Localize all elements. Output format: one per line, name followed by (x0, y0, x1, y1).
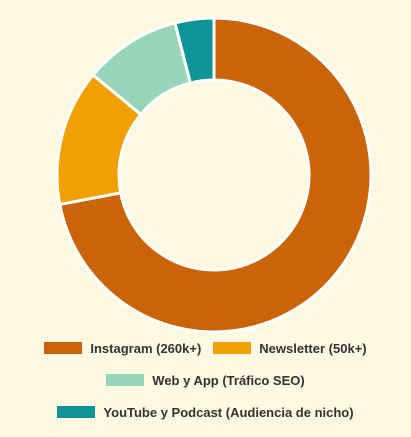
legend-swatch (106, 374, 145, 386)
legend-item[interactable]: Web y App (Tráfico SEO) (106, 372, 305, 388)
legend-label: Instagram (260k+) (90, 340, 202, 356)
legend-swatch (213, 342, 252, 354)
legend-label: Newsletter (50k+) (259, 340, 367, 356)
legend-item[interactable]: YouTube y Podcast (Audiencia de nicho) (57, 404, 354, 420)
legend: Instagram (260k+) Newsletter (50k+) Web y … (0, 340, 411, 420)
legend-item[interactable]: Instagram (260k+) (44, 340, 201, 356)
slice (173, 16, 216, 85)
legend-swatch (57, 406, 96, 418)
chart (55, 16, 373, 334)
legend-swatch (44, 342, 83, 354)
slice (58, 16, 373, 334)
legend-label: Web y App (Tráfico SEO) (152, 372, 305, 388)
legend-label: YouTube y Podcast (Audiencia de nicho) (103, 404, 354, 420)
legend-item[interactable]: Newsletter (50k+) (213, 340, 367, 356)
